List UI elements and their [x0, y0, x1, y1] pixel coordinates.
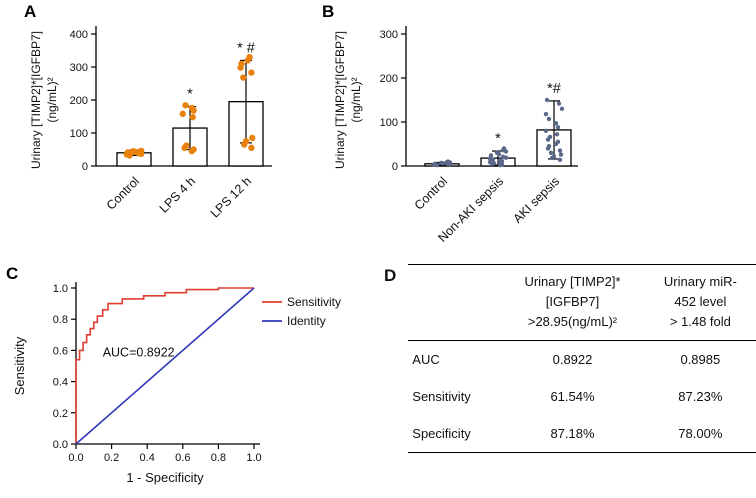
table-row-sensitivity: Sensitivity 61.54% 87.23%	[408, 378, 756, 415]
svg-text:Control: Control	[412, 174, 450, 212]
panel-b-bar-chart: 0 100 200 300 Urinary [TIMP2]*[IGFBP7] (ng/mL…	[333, 26, 578, 245]
row-label: Sensitivity	[412, 389, 471, 405]
col-header-line: Urinary [TIMP2]*[IGFBP7]	[524, 274, 621, 310]
auc-timp2-value: 0.8922	[552, 352, 593, 368]
col-header-line: Urinary miR-452 level	[663, 274, 737, 310]
svg-text:0.4: 0.4	[53, 377, 68, 389]
sensitivity-timp2-value: 61.54%	[550, 389, 595, 405]
panel-d-label: D	[384, 266, 397, 285]
svg-text:*: *	[187, 87, 193, 103]
table-corner-cell	[408, 263, 501, 342]
specificity-mir452-value: 78.00%	[644, 415, 756, 454]
svg-text:(ng/mL)²: (ng/mL)²	[349, 77, 363, 122]
svg-text:0: 0	[392, 161, 398, 173]
svg-text:200: 200	[70, 95, 88, 107]
svg-text:0.2: 0.2	[53, 408, 68, 420]
svg-text:*#: *#	[547, 81, 561, 97]
svg-text:200: 200	[380, 73, 398, 85]
specificity-timp2-value: 87.18%	[500, 415, 645, 454]
svg-text:Urinary [TIMP2]*[IGFBP7]: Urinary [TIMP2]*[IGFBP7]	[29, 31, 43, 169]
table-col-header-mir452: Urinary miR-452 level > 1.48 fold	[644, 263, 756, 342]
table-row-auc: AUC 0.8922 0.8985	[408, 341, 756, 379]
svg-text:0.4: 0.4	[140, 452, 155, 464]
svg-text:Urinary [TIMP2]*[IGFBP7]: Urinary [TIMP2]*[IGFBP7]	[333, 31, 347, 169]
svg-text:0.0: 0.0	[68, 452, 83, 464]
svg-text:* #: * #	[237, 40, 255, 56]
svg-text:LPS 12 h: LPS 12 h	[208, 174, 254, 220]
panel-b-label: B	[322, 2, 335, 21]
panel-a-label: A	[24, 2, 37, 21]
auc-mir452-value: 0.8985	[680, 352, 721, 368]
svg-text:0.8: 0.8	[211, 452, 226, 464]
panel-c-roc-chart: 0.00.0 0.2 0.2 0.4 0.4 0.6 0.6 0.8 0.8 1.0 1.0 Sens…	[12, 282, 341, 485]
svg-text:*: *	[495, 131, 501, 147]
svg-text:Sensitivity: Sensitivity	[12, 336, 27, 395]
svg-text:0.2: 0.2	[104, 452, 119, 464]
table-header-row: Urinary [TIMP2]*[IGFBP7] >28.95(ng/mL)² …	[408, 263, 756, 342]
sensitivity-mir452-value: 87.23%	[678, 389, 723, 405]
svg-text:(ng/mL)²: (ng/mL)²	[45, 77, 59, 122]
svg-text:AUC=0.8922: AUC=0.8922	[103, 346, 175, 360]
col-header-cutoff: > 1.48 fold	[669, 314, 731, 330]
svg-text:300: 300	[70, 62, 88, 74]
panel-c-label: C	[6, 264, 19, 283]
panel-d: D Urinary [TIMP2]*[IGFBP7] >28.95(ng/mL)…	[384, 263, 756, 454]
svg-text:1.0: 1.0	[53, 283, 68, 295]
svg-text:300: 300	[380, 29, 398, 41]
svg-text:0.6: 0.6	[53, 345, 68, 357]
svg-text:0: 0	[82, 161, 88, 173]
table-row-specificity: Specificity 87.18% 78.00%	[408, 415, 756, 454]
svg-text:1.0: 1.0	[246, 452, 261, 464]
row-label: AUC	[412, 352, 440, 368]
col-header-cutoff: >28.95(ng/mL)²	[527, 314, 618, 330]
panel-a-bar-chart: 0 100 200 300 400 Urinary [TIMP2]*[IGFBP7] (ng…	[29, 26, 272, 220]
svg-text:AKI sepsis: AKI sepsis	[510, 174, 562, 226]
svg-text:400: 400	[70, 29, 88, 41]
svg-text:0.6: 0.6	[175, 452, 190, 464]
svg-text:Control: Control	[104, 174, 142, 212]
row-label: Specificity	[408, 415, 501, 454]
svg-text:100: 100	[70, 128, 88, 140]
table-col-header-timp2: Urinary [TIMP2]*[IGFBP7] >28.95(ng/mL)²	[500, 263, 645, 342]
svg-text:1 - Specificity: 1 - Specificity	[126, 470, 204, 485]
svg-text:Identity: Identity	[287, 314, 326, 328]
svg-text:LPS 4 h: LPS 4 h	[157, 174, 198, 215]
svg-text:0.0: 0.0	[53, 439, 68, 451]
svg-text:Sensitivity: Sensitivity	[287, 295, 341, 309]
diagnostic-stats-table: Urinary [TIMP2]*[IGFBP7] >28.95(ng/mL)² …	[408, 263, 756, 454]
svg-text:100: 100	[380, 117, 398, 129]
svg-text:0.8: 0.8	[53, 314, 68, 326]
